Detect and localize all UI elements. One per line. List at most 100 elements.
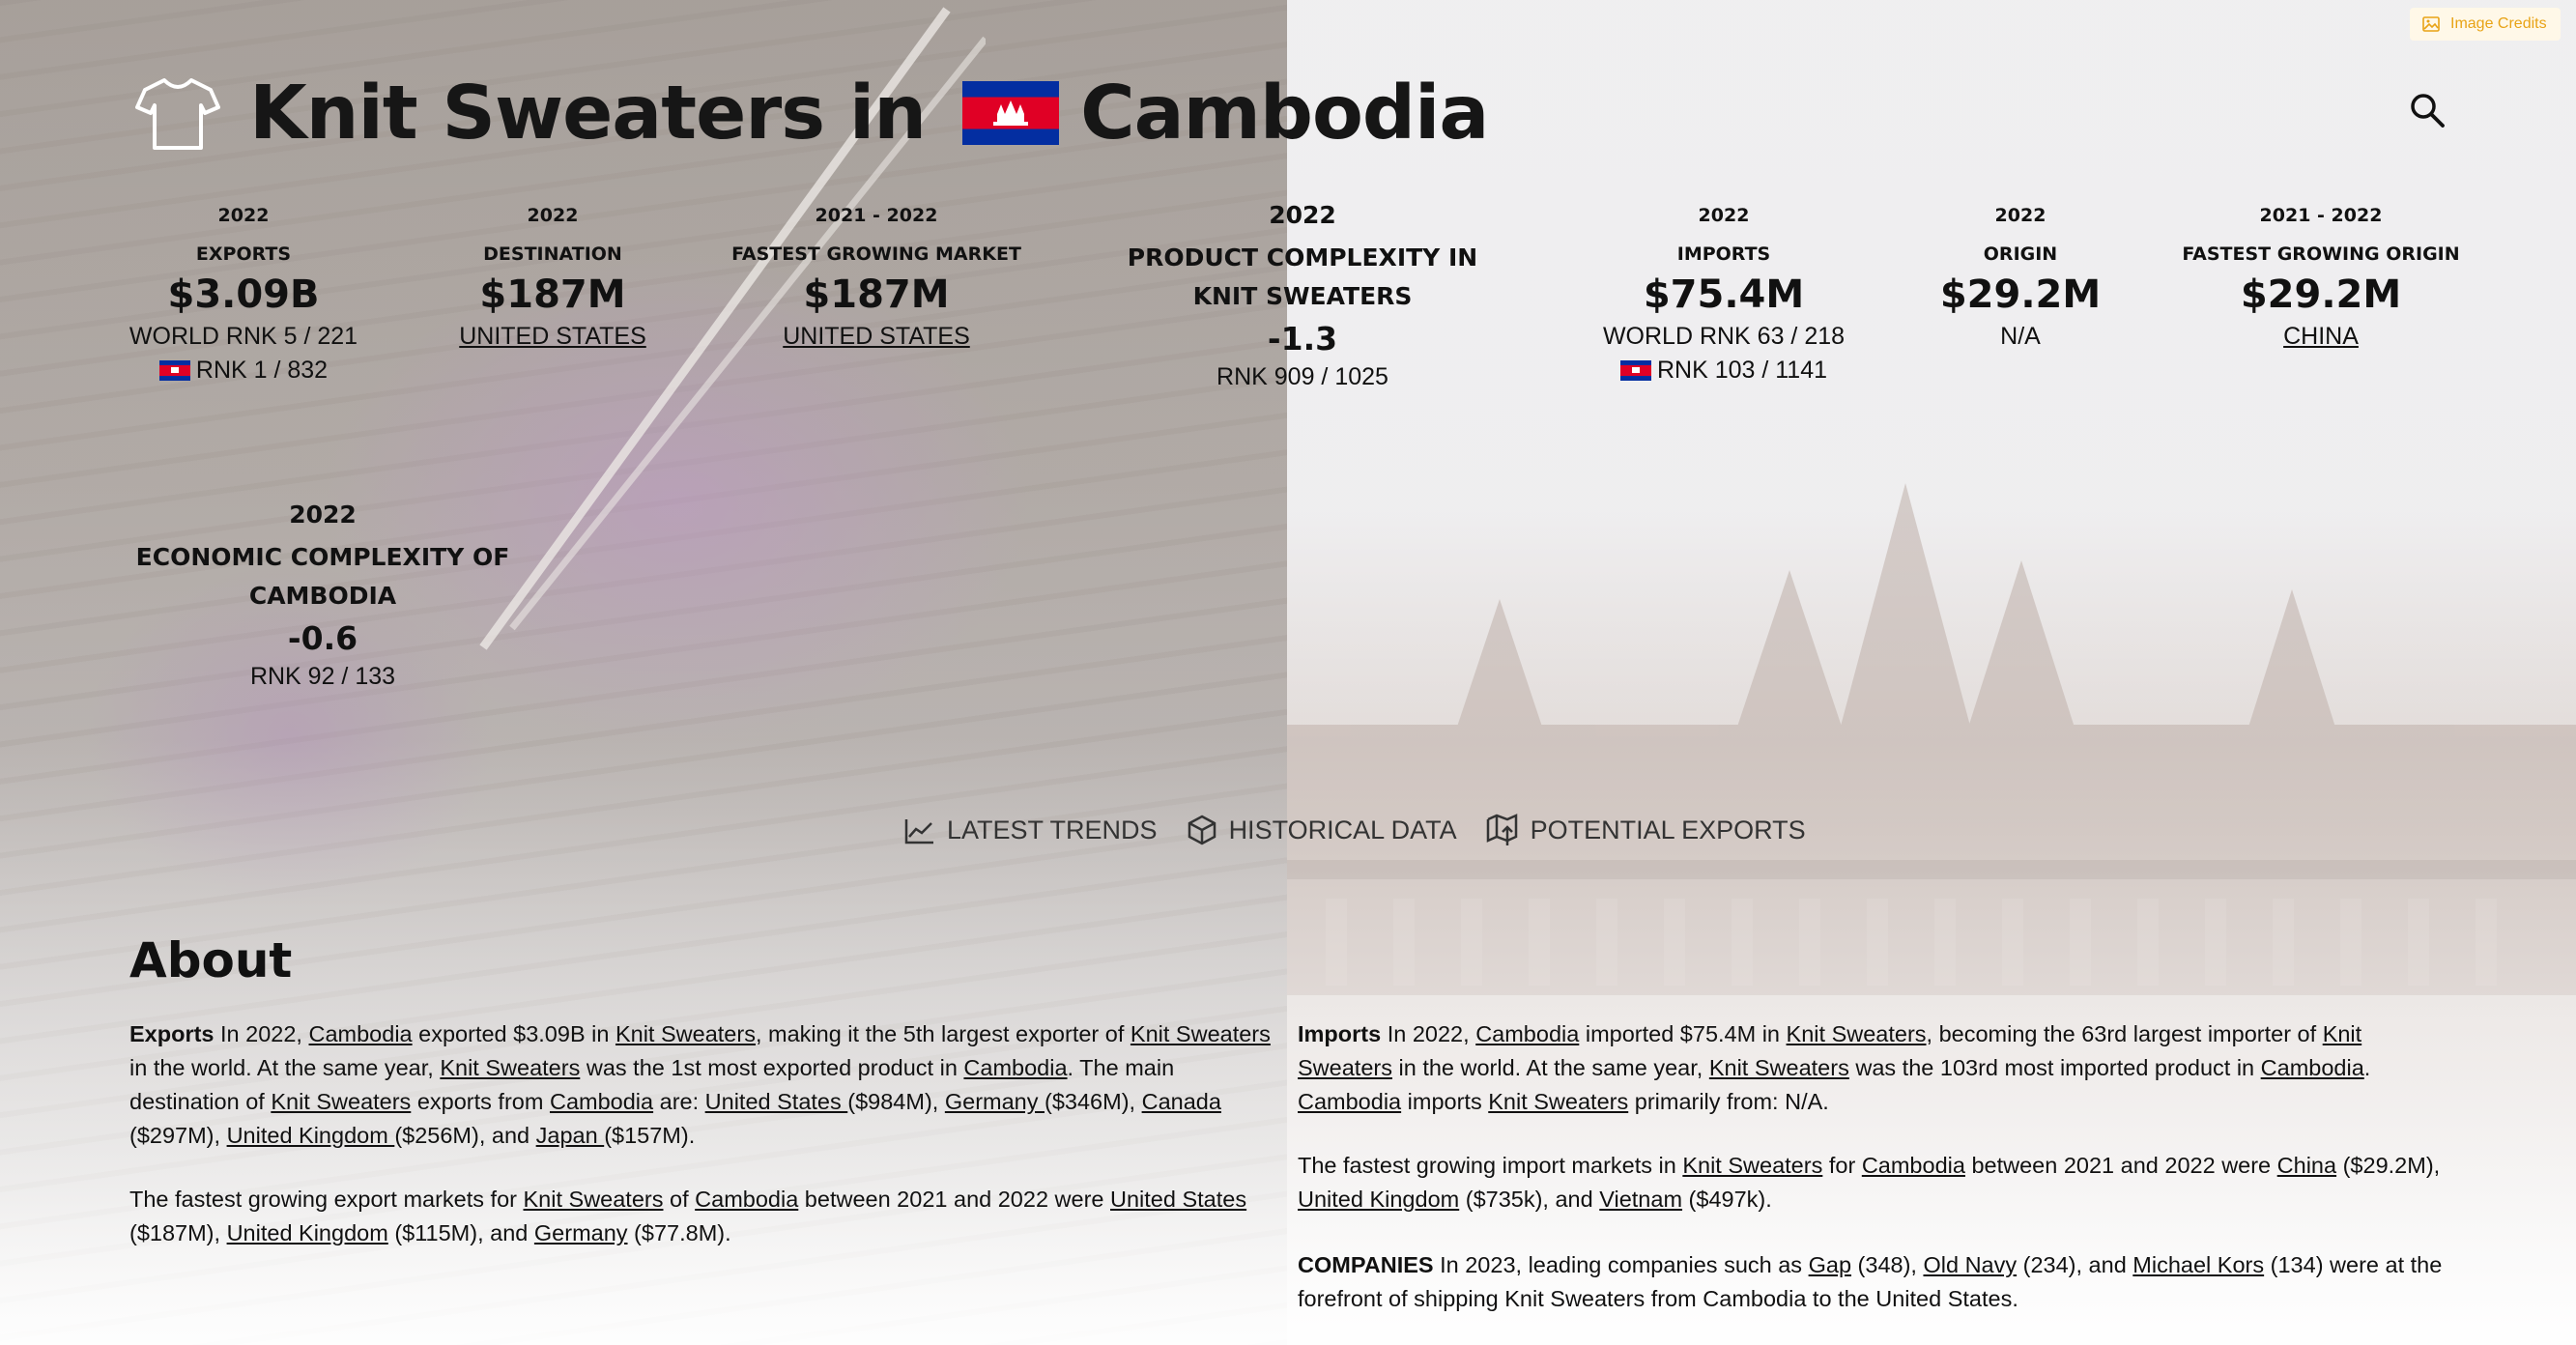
stat-value: -0.6 — [287, 619, 358, 657]
about-import-markets-paragraph: The fastest growing import markets in Kn… — [1298, 1149, 2453, 1216]
stat-label: EXPORTS — [195, 243, 292, 265]
tshirt-icon — [135, 78, 220, 150]
country-link[interactable]: Cambodia — [549, 1089, 654, 1114]
destination-country-link[interactable]: UNITED STATES — [459, 323, 646, 350]
market-link[interactable]: United Kingdom — [226, 1220, 388, 1245]
text: of — [663, 1187, 696, 1212]
text: in the world. At the same year, — [129, 1055, 441, 1080]
cambodia-flag-icon — [1619, 360, 1651, 381]
stat-imports: 2022 IMPORTS $75.4M WORLD RNK 63 / 218 R… — [1581, 205, 1867, 385]
about-companies-paragraph: COMPANIES In 2023, leading companies suc… — [1298, 1248, 2453, 1316]
stat-value: $187M — [803, 272, 950, 317]
stat-label: DESTINATION — [483, 243, 622, 265]
company-link[interactable]: Michael Kors — [2132, 1252, 2265, 1277]
text: . — [2363, 1055, 2371, 1080]
text: , becoming the 63rd largest importer of — [1926, 1021, 2323, 1046]
tab-label: LATEST TRENDS — [947, 815, 1158, 844]
text: was the 1st most exported product in — [580, 1055, 964, 1080]
search-icon[interactable] — [2408, 91, 2447, 129]
text: between 2021 and 2022 were — [1964, 1153, 2277, 1178]
tab-historical-data[interactable]: HISTORICAL DATA — [1187, 814, 1457, 846]
market-link[interactable]: United Kingdom — [1298, 1187, 1460, 1212]
stat-label: PRODUCT COMPLEXITY IN KNIT SWEATERS — [1127, 243, 1478, 310]
image-icon — [2422, 16, 2440, 32]
text: ($346M), — [1045, 1089, 1142, 1114]
market-link[interactable]: China — [2276, 1153, 2337, 1178]
stat-country-rank: RNK 103 / 1141 — [1581, 357, 1867, 385]
text: imported $75.4M in — [1579, 1021, 1787, 1046]
country-link[interactable]: Cambodia — [1475, 1021, 1580, 1046]
text: ($77.8M). — [627, 1220, 731, 1245]
stat-value: -1.3 — [1267, 320, 1338, 358]
text: ($187M), — [129, 1220, 227, 1245]
stat-value: $187M — [479, 272, 626, 317]
cambodia-flag-icon — [962, 81, 1060, 145]
destination-link[interactable]: Germany — [944, 1089, 1045, 1114]
product-link[interactable]: Knit Sweaters — [1786, 1021, 1927, 1046]
stat-world-rank: WORLD RNK 63 / 218 — [1602, 323, 1846, 350]
market-link[interactable]: Germany — [533, 1220, 628, 1245]
product-link[interactable]: Knit Sweaters — [615, 1021, 756, 1046]
stat-world-rank: WORLD RNK 5 / 221 — [129, 323, 358, 350]
text: in the world. At the same year, — [1391, 1055, 1709, 1080]
country-link[interactable]: Cambodia — [308, 1021, 413, 1046]
product-link[interactable]: Knit Sweaters — [1488, 1089, 1629, 1114]
product-link[interactable]: Knit Sweaters — [1682, 1153, 1823, 1178]
stat-product-complexity: 2022 PRODUCT COMPLEXITY IN KNIT SWEATERS… — [1092, 201, 1513, 391]
map-arrow-icon — [1486, 814, 1517, 845]
stat-label: ECONOMIC COMPLEXITY OF CAMBODIA — [135, 543, 510, 610]
text: for — [1822, 1153, 1862, 1178]
country-link[interactable]: Cambodia — [2260, 1055, 2364, 1080]
text: between 2021 and 2022 were — [798, 1187, 1111, 1212]
country-link[interactable]: Cambodia — [695, 1187, 799, 1212]
about-exports-paragraph: Exports In 2022, Cambodia exported $3.09… — [129, 1017, 1285, 1153]
stat-year: 2022 — [1994, 205, 2046, 226]
tab-label: POTENTIAL EXPORTS — [1530, 815, 1806, 844]
product-link[interactable]: Knit Sweaters — [440, 1055, 581, 1080]
tab-potential-exports[interactable]: POTENTIAL EXPORTS — [1486, 814, 1806, 846]
text: ($984M), — [847, 1089, 945, 1114]
product-link[interactable]: Knit Sweaters — [271, 1089, 412, 1114]
fastest-origin-country-link[interactable]: CHINA — [2283, 323, 2359, 350]
stat-value: $29.2M — [1939, 272, 2102, 317]
text: (234), and — [2017, 1252, 2133, 1277]
country-link[interactable]: Cambodia — [1298, 1089, 1402, 1114]
exports-lead: Exports — [129, 1021, 215, 1046]
market-link[interactable]: Vietnam — [1599, 1187, 1683, 1212]
company-link[interactable]: Gap — [1808, 1252, 1852, 1277]
destination-link[interactable]: United States — [704, 1089, 848, 1114]
stat-rank: RNK 909 / 1025 — [1216, 363, 1388, 390]
stat-country-rank-text: RNK 1 / 832 — [195, 357, 329, 384]
country-link[interactable]: Cambodia — [963, 1055, 1068, 1080]
stat-sub: N/A — [2000, 323, 2041, 350]
country-link[interactable]: Cambodia — [1861, 1153, 1965, 1178]
page-title-prefix: Knit Sweaters in — [249, 70, 927, 157]
image-credits-button[interactable]: Image Credits — [2410, 8, 2561, 41]
destination-link[interactable]: United Kingdom — [226, 1123, 395, 1148]
imports-lead: Imports — [1298, 1021, 1382, 1046]
market-link[interactable]: United States — [1110, 1187, 1247, 1212]
stat-value: $75.4M — [1643, 272, 1805, 317]
tab-latest-trends[interactable]: LATEST TRENDS — [904, 814, 1158, 846]
stat-value: $3.09B — [167, 272, 320, 317]
product-link[interactable]: Knit Sweaters — [523, 1187, 664, 1212]
product-link[interactable]: Knit Sweaters — [1298, 1021, 2362, 1080]
company-link[interactable]: Old Navy — [1923, 1252, 2018, 1277]
product-link[interactable]: Knit Sweaters — [1130, 1021, 1271, 1046]
destination-link[interactable]: Japan — [535, 1123, 605, 1148]
stat-country-rank: RNK 1 / 832 — [110, 357, 377, 385]
text: ($256M), and — [394, 1123, 536, 1148]
stat-year: 2022 — [1698, 205, 1750, 226]
stat-year: 2021 - 2022 — [815, 205, 938, 226]
stat-label: ORIGIN — [1983, 243, 2058, 265]
text: ($157M). — [604, 1123, 696, 1148]
text: exports from — [411, 1089, 550, 1114]
product-link[interactable]: Knit Sweaters — [1708, 1055, 1849, 1080]
text: , making it the 5th largest exporter of — [755, 1021, 1131, 1046]
page-header: Knit Sweaters in Cambodia — [135, 60, 1489, 166]
destination-link[interactable]: Canada — [1141, 1089, 1221, 1114]
stat-origin: 2022 ORIGIN $29.2M N/A — [1894, 205, 2147, 351]
fastest-market-country-link[interactable]: UNITED STATES — [783, 323, 970, 350]
image-credits-label: Image Credits — [2450, 15, 2547, 32]
page-title-country: Cambodia — [1080, 70, 1489, 157]
